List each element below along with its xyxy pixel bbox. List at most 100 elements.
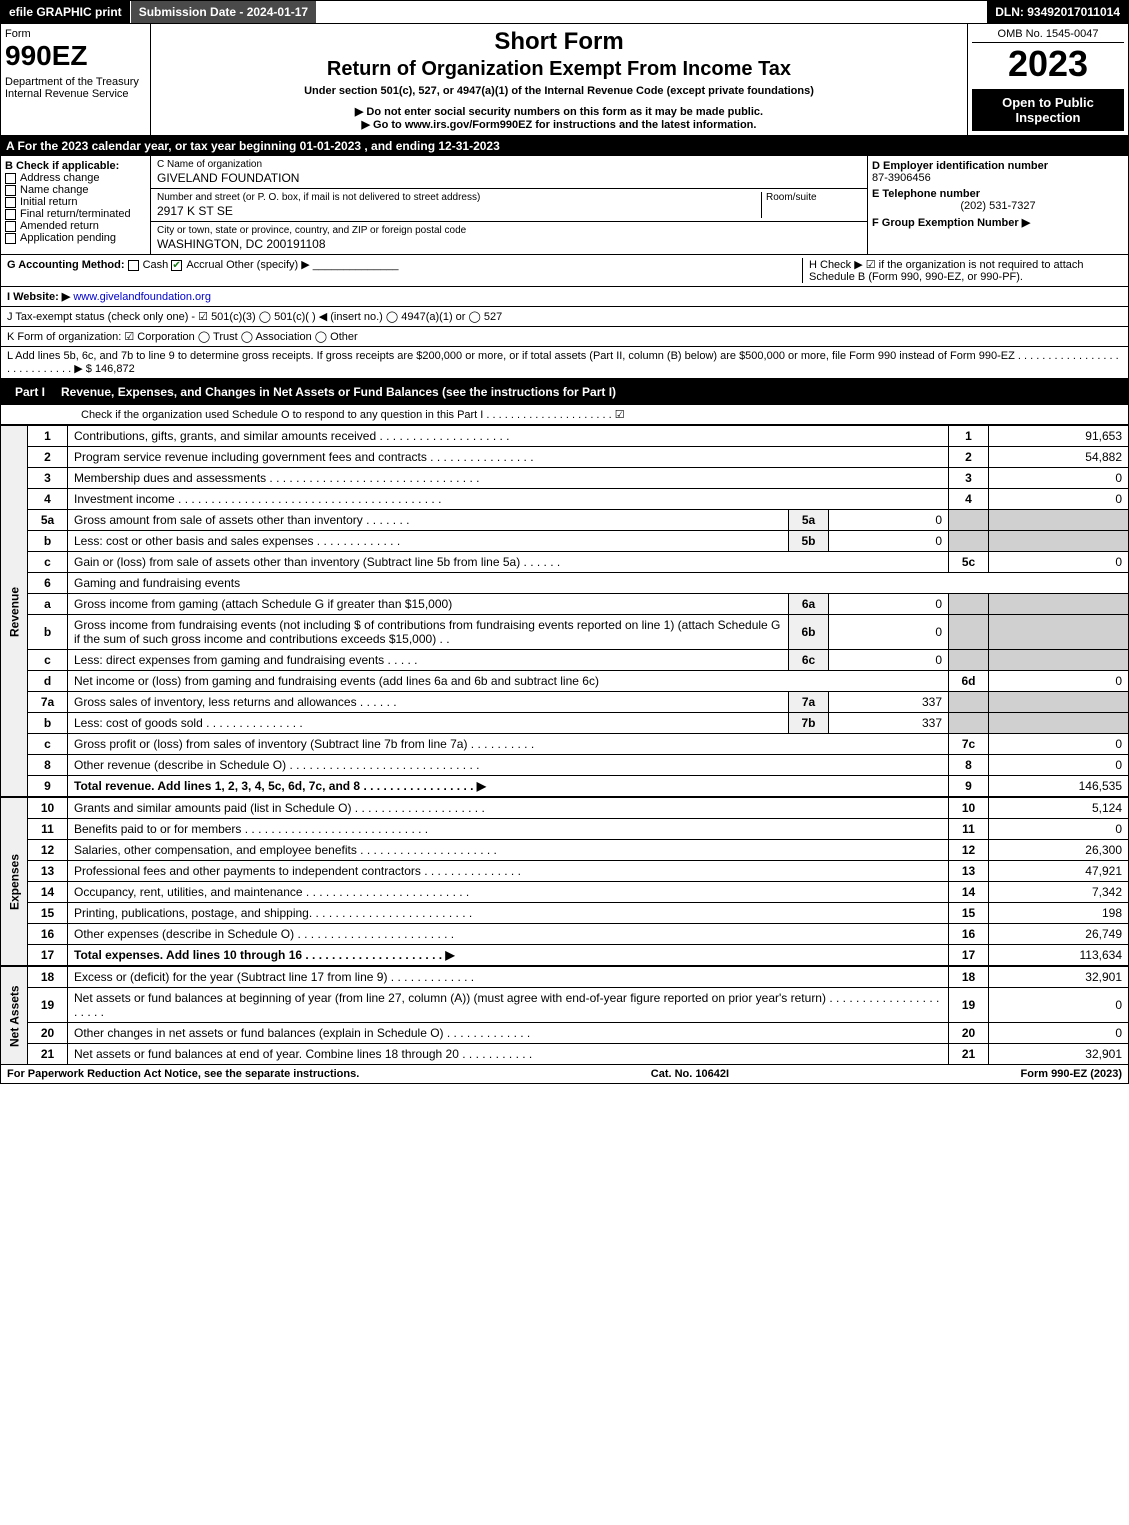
amount: 146,535: [989, 776, 1129, 797]
table-row: 12Salaries, other compensation, and empl…: [1, 840, 1129, 861]
section-a-period: A For the 2023 calendar year, or tax yea…: [0, 136, 1129, 156]
expenses-table: Expenses10Grants and similar amounts pai…: [0, 797, 1129, 966]
header-left: Form 990EZ Department of the Treasury In…: [1, 24, 151, 135]
line-desc: Membership dues and assessments . . . . …: [68, 468, 949, 489]
phone-value: (202) 531-7327: [872, 200, 1124, 212]
right-line-number: 14: [949, 882, 989, 903]
right-num-shaded: [949, 531, 989, 552]
line-number: 19: [28, 988, 68, 1023]
line-number: 16: [28, 924, 68, 945]
line-desc: Program service revenue including govern…: [68, 447, 949, 468]
mid-amount: 0: [829, 594, 949, 615]
right-num-shaded: [949, 650, 989, 671]
line-number: b: [28, 615, 68, 650]
line-number: 18: [28, 967, 68, 988]
efile-print-button[interactable]: efile GRAPHIC print: [1, 1, 131, 23]
box-d-e-f: D Employer identification number 87-3906…: [868, 156, 1128, 254]
right-line-number: 20: [949, 1023, 989, 1044]
form-label: Form: [5, 28, 146, 40]
header-right: OMB No. 1545-0047 2023 Open to Public In…: [968, 24, 1128, 135]
chk-address-change[interactable]: Address change: [5, 172, 146, 184]
table-row: aGross income from gaming (attach Schedu…: [1, 594, 1129, 615]
line-desc: Occupancy, rent, utilities, and maintena…: [68, 882, 949, 903]
right-line-number: 2: [949, 447, 989, 468]
street-label: Number and street (or P. O. box, if mail…: [157, 192, 761, 203]
website-link[interactable]: www.givelandfoundation.org: [73, 291, 211, 303]
line-number: b: [28, 531, 68, 552]
line-desc: Grants and similar amounts paid (list in…: [68, 798, 949, 819]
amount: 0: [989, 988, 1129, 1023]
line-desc: Excess or (deficit) for the year (Subtra…: [68, 967, 949, 988]
chk-accrual[interactable]: [171, 260, 182, 271]
amount: 26,300: [989, 840, 1129, 861]
line-number: 3: [28, 468, 68, 489]
line-desc: Gain or (loss) from sale of assets other…: [68, 552, 949, 573]
table-row: 9Total revenue. Add lines 1, 2, 3, 4, 5c…: [1, 776, 1129, 797]
box-b-title: B Check if applicable:: [5, 160, 146, 172]
line-number: 9: [28, 776, 68, 797]
right-num-shaded: [949, 510, 989, 531]
line-number: 6: [28, 573, 68, 594]
amount: 91,653: [989, 426, 1129, 447]
footer-mid: Cat. No. 10642I: [651, 1068, 729, 1080]
amount: 0: [989, 819, 1129, 840]
table-row: 13Professional fees and other payments t…: [1, 861, 1129, 882]
org-name: GIVELAND FOUNDATION: [157, 171, 861, 185]
amount: 7,342: [989, 882, 1129, 903]
table-row: bGross income from fundraising events (n…: [1, 615, 1129, 650]
line-number: b: [28, 713, 68, 734]
right-line-number: 16: [949, 924, 989, 945]
note-link: ▶ Go to www.irs.gov/Form990EZ for instru…: [155, 118, 963, 131]
table-row: 14Occupancy, rent, utilities, and mainte…: [1, 882, 1129, 903]
line-desc: Contributions, gifts, grants, and simila…: [68, 426, 949, 447]
chk-final-return[interactable]: Final return/terminated: [5, 208, 146, 220]
chk-cash[interactable]: [128, 260, 139, 271]
gross-receipts: 146,872: [95, 363, 135, 375]
line-desc: Other changes in net assets or fund bala…: [68, 1023, 949, 1044]
table-row: 21Net assets or fund balances at end of …: [1, 1044, 1129, 1065]
line-number: c: [28, 650, 68, 671]
amount-shaded: [989, 615, 1129, 650]
right-line-number: 1: [949, 426, 989, 447]
line-number: 1: [28, 426, 68, 447]
line-number: 21: [28, 1044, 68, 1065]
footer-left: For Paperwork Reduction Act Notice, see …: [7, 1068, 359, 1080]
chk-name-change[interactable]: Name change: [5, 184, 146, 196]
open-to-public: Open to Public Inspection: [972, 89, 1124, 131]
line-number: 8: [28, 755, 68, 776]
side-label: Revenue: [1, 426, 28, 797]
department-label: Department of the Treasury Internal Reve…: [5, 76, 146, 100]
right-num-shaded: [949, 615, 989, 650]
table-row: 7aGross sales of inventory, less returns…: [1, 692, 1129, 713]
amount: 54,882: [989, 447, 1129, 468]
line-l: L Add lines 5b, 6c, and 7b to line 9 to …: [0, 347, 1129, 379]
amount: 0: [989, 552, 1129, 573]
amount: 198: [989, 903, 1129, 924]
mid-amount: 337: [829, 713, 949, 734]
line-number: 7a: [28, 692, 68, 713]
line-desc: Net assets or fund balances at end of ye…: [68, 1044, 949, 1065]
header-subtitle: Under section 501(c), 527, or 4947(a)(1)…: [155, 85, 963, 97]
amount: 0: [989, 489, 1129, 510]
mid-line-number: 7a: [789, 692, 829, 713]
amount: 0: [989, 734, 1129, 755]
mid-line-number: 5b: [789, 531, 829, 552]
table-row: 5aGross amount from sale of assets other…: [1, 510, 1129, 531]
city-value: WASHINGTON, DC 200191108: [157, 237, 861, 251]
chk-application-pending[interactable]: Application pending: [5, 232, 146, 244]
line-number: 17: [28, 945, 68, 966]
table-row: cLess: direct expenses from gaming and f…: [1, 650, 1129, 671]
submission-date: Submission Date - 2024-01-17: [131, 1, 317, 23]
amount-shaded: [989, 650, 1129, 671]
mid-line-number: 7b: [789, 713, 829, 734]
right-line-number: 17: [949, 945, 989, 966]
chk-initial-return[interactable]: Initial return: [5, 196, 146, 208]
table-row: 11Benefits paid to or for members . . . …: [1, 819, 1129, 840]
group-exemption-label: F Group Exemption Number ▶: [872, 216, 1124, 229]
short-form-title: Short Form: [155, 28, 963, 56]
line-desc: Gross sales of inventory, less returns a…: [68, 692, 789, 713]
line-desc: Less: direct expenses from gaming and fu…: [68, 650, 789, 671]
chk-amended-return[interactable]: Amended return: [5, 220, 146, 232]
line-number: 14: [28, 882, 68, 903]
line-desc: Gross income from gaming (attach Schedul…: [68, 594, 789, 615]
